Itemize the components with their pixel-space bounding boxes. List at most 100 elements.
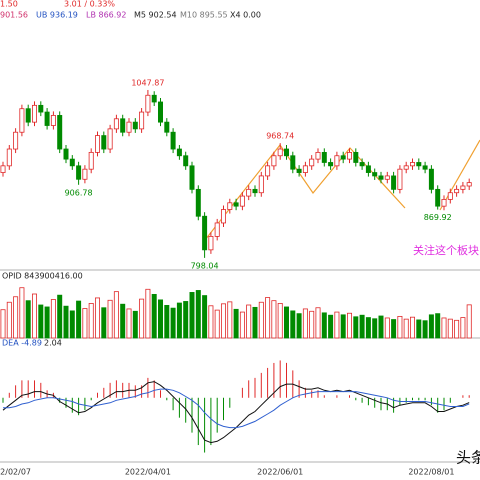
volume-bar	[101, 307, 107, 339]
boll-lower: LB 866.92	[86, 11, 126, 20]
watermark: 头条	[456, 449, 480, 467]
volume-bar	[302, 308, 308, 339]
volume-bar	[151, 293, 157, 339]
candle-body	[120, 118, 126, 133]
candle-body	[359, 162, 365, 167]
volume-bar	[346, 312, 352, 339]
candle-body	[202, 215, 208, 251]
candle-body	[157, 101, 163, 123]
candle-body	[435, 188, 441, 207]
header-price: 1.50	[0, 0, 18, 9]
volume-bar	[88, 303, 94, 339]
volume-bar	[69, 310, 75, 339]
candle-body	[176, 148, 182, 157]
candle-body	[19, 108, 25, 133]
volume-bar	[334, 311, 340, 339]
candle-body	[353, 151, 359, 163]
candle-body	[6, 148, 12, 167]
candle-body	[63, 148, 69, 160]
volume-bar	[378, 315, 384, 339]
volume-bar	[403, 318, 409, 339]
candle-body	[271, 155, 277, 167]
low-annotation: 869.92	[424, 213, 452, 222]
volume-bar	[145, 288, 151, 339]
candle-body	[227, 202, 233, 210]
date-label: 2022/04/01	[125, 468, 171, 477]
volume-bar	[454, 319, 460, 339]
candle-body	[139, 111, 145, 130]
x4: X4 0.00	[230, 11, 261, 20]
candle-body	[309, 158, 315, 167]
volume-bar	[309, 310, 315, 339]
candle-body	[409, 162, 415, 167]
note: 关注这个板块	[413, 243, 479, 257]
candle-body	[277, 148, 283, 157]
candle-body	[328, 162, 334, 167]
volume-bar	[95, 297, 101, 339]
ma10: M10 895.55	[180, 11, 228, 20]
volume-bar	[435, 313, 441, 339]
candle-body	[183, 155, 189, 167]
candle-body	[315, 151, 321, 160]
volume-bar	[460, 317, 466, 339]
candle-body	[101, 135, 107, 150]
volume-bar	[183, 301, 189, 339]
volume-bar	[208, 305, 214, 339]
volume-bar	[246, 304, 252, 339]
candle-body	[252, 188, 258, 194]
volume-bar	[409, 316, 415, 339]
volume-bar	[50, 299, 56, 339]
candle-body	[50, 115, 56, 126]
candle-body	[76, 165, 82, 180]
volume-bar	[113, 291, 119, 339]
candle-body	[246, 188, 252, 197]
volume-bar	[372, 318, 378, 339]
boll-upper: UB 936.19	[36, 11, 78, 20]
candle-body	[265, 165, 271, 177]
volume-bar	[170, 307, 176, 339]
volume-bar	[384, 317, 390, 339]
volume-bar	[365, 317, 371, 339]
volume-bar	[57, 294, 63, 339]
volume-bar	[164, 304, 170, 339]
candle-body	[372, 172, 378, 177]
candle-body	[239, 195, 245, 207]
volume-bar	[13, 296, 19, 339]
volume-bar	[120, 303, 126, 339]
candle-body	[13, 131, 19, 150]
high-annotation: 968.74	[266, 132, 294, 141]
volume-bar	[265, 297, 271, 339]
volume-bar	[6, 301, 12, 339]
candle-body	[189, 165, 195, 190]
volume-bar	[195, 290, 201, 339]
candle-body	[57, 115, 63, 150]
ma5: M5 902.54	[134, 11, 177, 20]
volume-bar	[227, 301, 233, 339]
candle-body	[258, 175, 264, 194]
candle-body	[334, 155, 340, 167]
candle-body	[346, 151, 352, 160]
candle-body	[69, 158, 75, 167]
candle-body	[44, 111, 50, 126]
volume-bar	[428, 314, 434, 339]
date-label: 2/02/07	[0, 468, 31, 477]
volume-bar	[391, 319, 397, 339]
candle-body	[321, 151, 327, 163]
date-label: 2022/08/01	[408, 468, 454, 477]
volume-bar	[189, 292, 195, 339]
candle-body	[384, 175, 390, 180]
volume-bar	[416, 319, 422, 339]
candle-body	[82, 168, 88, 180]
volume-bar	[132, 310, 138, 339]
dea-line	[3, 388, 470, 429]
candle-body	[95, 135, 101, 153]
dif-line	[2, 381, 470, 444]
volume-bar	[321, 312, 327, 339]
volume-bar	[441, 317, 447, 339]
trend-drawing	[439, 139, 480, 211]
candle-body	[365, 165, 371, 173]
candle-body	[290, 155, 296, 170]
volume-bar	[359, 314, 365, 339]
